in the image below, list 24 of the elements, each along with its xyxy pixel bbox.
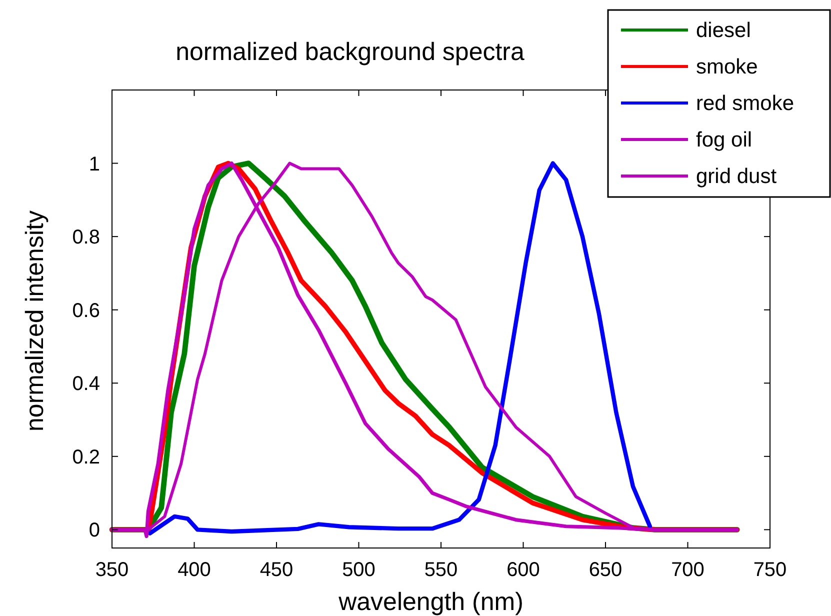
y-axis-title: normalized intensity — [21, 210, 49, 432]
y-tick-label: 0 — [88, 520, 100, 542]
line-series — [148, 161, 652, 536]
legend-label: smoke — [696, 56, 758, 78]
y-tick-label: 0.2 — [72, 446, 100, 468]
legend-label: grid dust — [696, 165, 777, 188]
legend-label: red smoke — [696, 92, 794, 115]
y-tick-label: 0.6 — [72, 300, 100, 322]
x-tick-label: 550 — [424, 559, 458, 581]
y-tick-label: 0.4 — [72, 373, 100, 396]
x-tick-label: 500 — [342, 559, 376, 581]
x-tick-label: 750 — [753, 559, 787, 581]
x-tick-label: 400 — [178, 559, 211, 581]
chart-title: normalized background spectra — [176, 38, 524, 66]
x-tick-label: 600 — [506, 559, 540, 581]
x-axis-title: wavelength (nm) — [338, 588, 524, 616]
y-tick-label: 1 — [88, 153, 100, 176]
legend-label: fog oil — [696, 128, 752, 152]
y-tick-label: 0.8 — [72, 226, 100, 249]
x-tick-label: 650 — [588, 559, 622, 581]
x-tick-label: 350 — [95, 559, 129, 581]
x-tick-label: 450 — [260, 559, 294, 581]
legend-label: diesel — [696, 19, 751, 42]
x-tick-label: 700 — [671, 559, 704, 581]
